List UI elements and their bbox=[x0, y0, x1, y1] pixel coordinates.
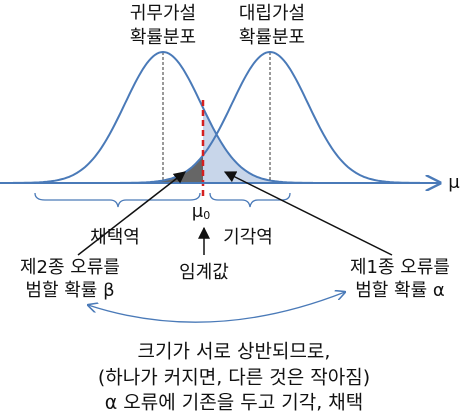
type2-line: 범할 확률 β bbox=[25, 280, 114, 301]
type2-arrow bbox=[77, 171, 186, 256]
tradeoff-arrow bbox=[88, 292, 345, 323]
type1-line: 제1종 오류를 bbox=[350, 257, 450, 278]
alt-dist-line: 대립가설 bbox=[239, 3, 305, 24]
beta-region bbox=[150, 155, 203, 183]
critical-subscript: 0 bbox=[203, 209, 210, 222]
alpha-region bbox=[203, 107, 290, 183]
note-line: 크기가 서로 상반되므로, bbox=[138, 341, 331, 363]
acceptance-brace bbox=[34, 192, 201, 208]
null-dist-line: 귀무가설 bbox=[130, 3, 196, 24]
rejection-region: 기각역 bbox=[223, 227, 273, 248]
type1-arrow bbox=[223, 171, 393, 256]
null-dist-line: 확률분포 bbox=[130, 27, 196, 48]
note-line: (하나가 커지면, 다른 것은 작아짐) bbox=[98, 367, 370, 389]
axis-label: μ bbox=[448, 172, 460, 193]
note-line: α 오류에 기존을 두고 기각, 채택 bbox=[105, 392, 364, 414]
critical-point: μ0 bbox=[192, 201, 210, 222]
critical-value: 임계값 bbox=[179, 262, 229, 283]
critical-symbol: μ bbox=[192, 201, 204, 222]
null-curve bbox=[13, 50, 313, 184]
type1-line: 범할 확률 α bbox=[355, 280, 445, 301]
rejection-brace bbox=[209, 192, 291, 208]
alternative-curve bbox=[120, 50, 420, 184]
type2-line: 제2종 오류를 bbox=[20, 257, 120, 278]
acceptance-region: 채택역 bbox=[90, 227, 140, 248]
alt-dist-line: 확률분포 bbox=[239, 27, 305, 48]
